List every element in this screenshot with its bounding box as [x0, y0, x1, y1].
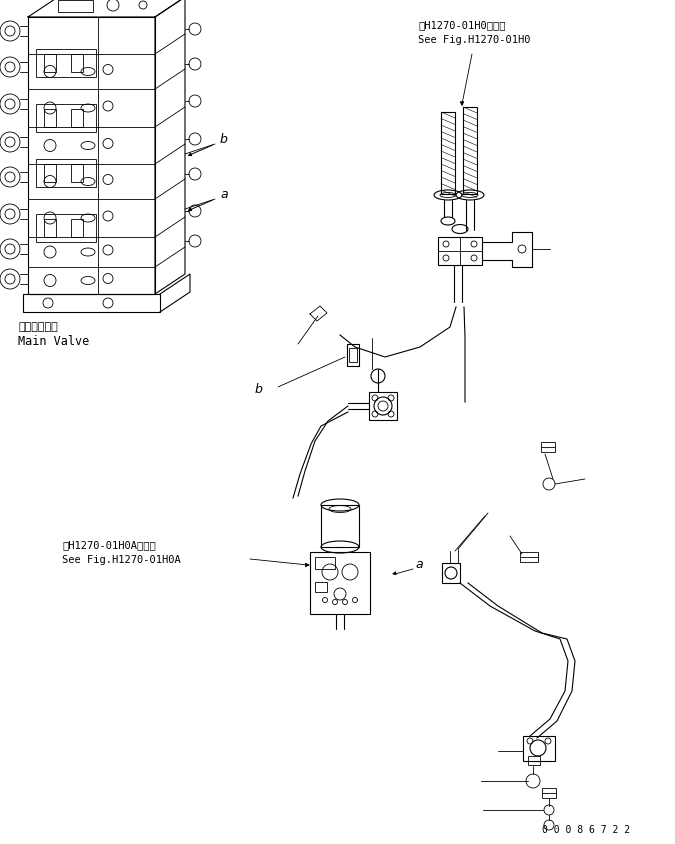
Text: a: a [415, 557, 423, 571]
Bar [71, 55, 83, 73]
Bar [36, 214, 96, 243]
Bar [315, 557, 335, 570]
Text: See Fig.H1270-01H0A: See Fig.H1270-01H0A [62, 555, 181, 565]
Text: Main Valve: Main Valve [18, 334, 89, 348]
Bar [541, 442, 555, 452]
Bar [58, 1, 93, 13]
Bar [44, 165, 56, 183]
Bar [315, 582, 327, 592]
Bar [23, 295, 160, 312]
Bar [369, 392, 397, 420]
Text: b: b [220, 133, 228, 146]
Text: メインバルブ: メインバルブ [18, 322, 58, 332]
Bar [310, 552, 370, 614]
Bar [347, 344, 359, 366]
Bar [349, 349, 357, 363]
Text: a: a [220, 187, 227, 201]
Bar [438, 238, 482, 266]
Text: b: b [255, 382, 263, 396]
Text: 第H1270-01H0図参照: 第H1270-01H0図参照 [418, 20, 506, 30]
Bar [71, 110, 83, 127]
Bar [44, 110, 56, 127]
Bar [36, 105, 96, 133]
Bar [71, 219, 83, 238]
Bar [321, 506, 359, 548]
Bar [44, 55, 56, 73]
Bar [44, 219, 56, 238]
Bar [442, 563, 460, 583]
Bar [523, 736, 555, 761]
Bar [28, 18, 155, 295]
Bar [463, 108, 477, 195]
Bar [542, 788, 556, 798]
Text: 0 0 0 8 6 7 2 2: 0 0 0 8 6 7 2 2 [542, 824, 630, 834]
Bar [36, 160, 96, 187]
Text: See Fig.H1270-01H0: See Fig.H1270-01H0 [418, 35, 531, 45]
Text: 第H1270-01H0A図参照: 第H1270-01H0A図参照 [62, 539, 156, 549]
Bar [441, 113, 455, 195]
Bar [528, 756, 540, 766]
Bar [71, 165, 83, 183]
Bar [36, 50, 96, 78]
Bar [520, 552, 538, 562]
